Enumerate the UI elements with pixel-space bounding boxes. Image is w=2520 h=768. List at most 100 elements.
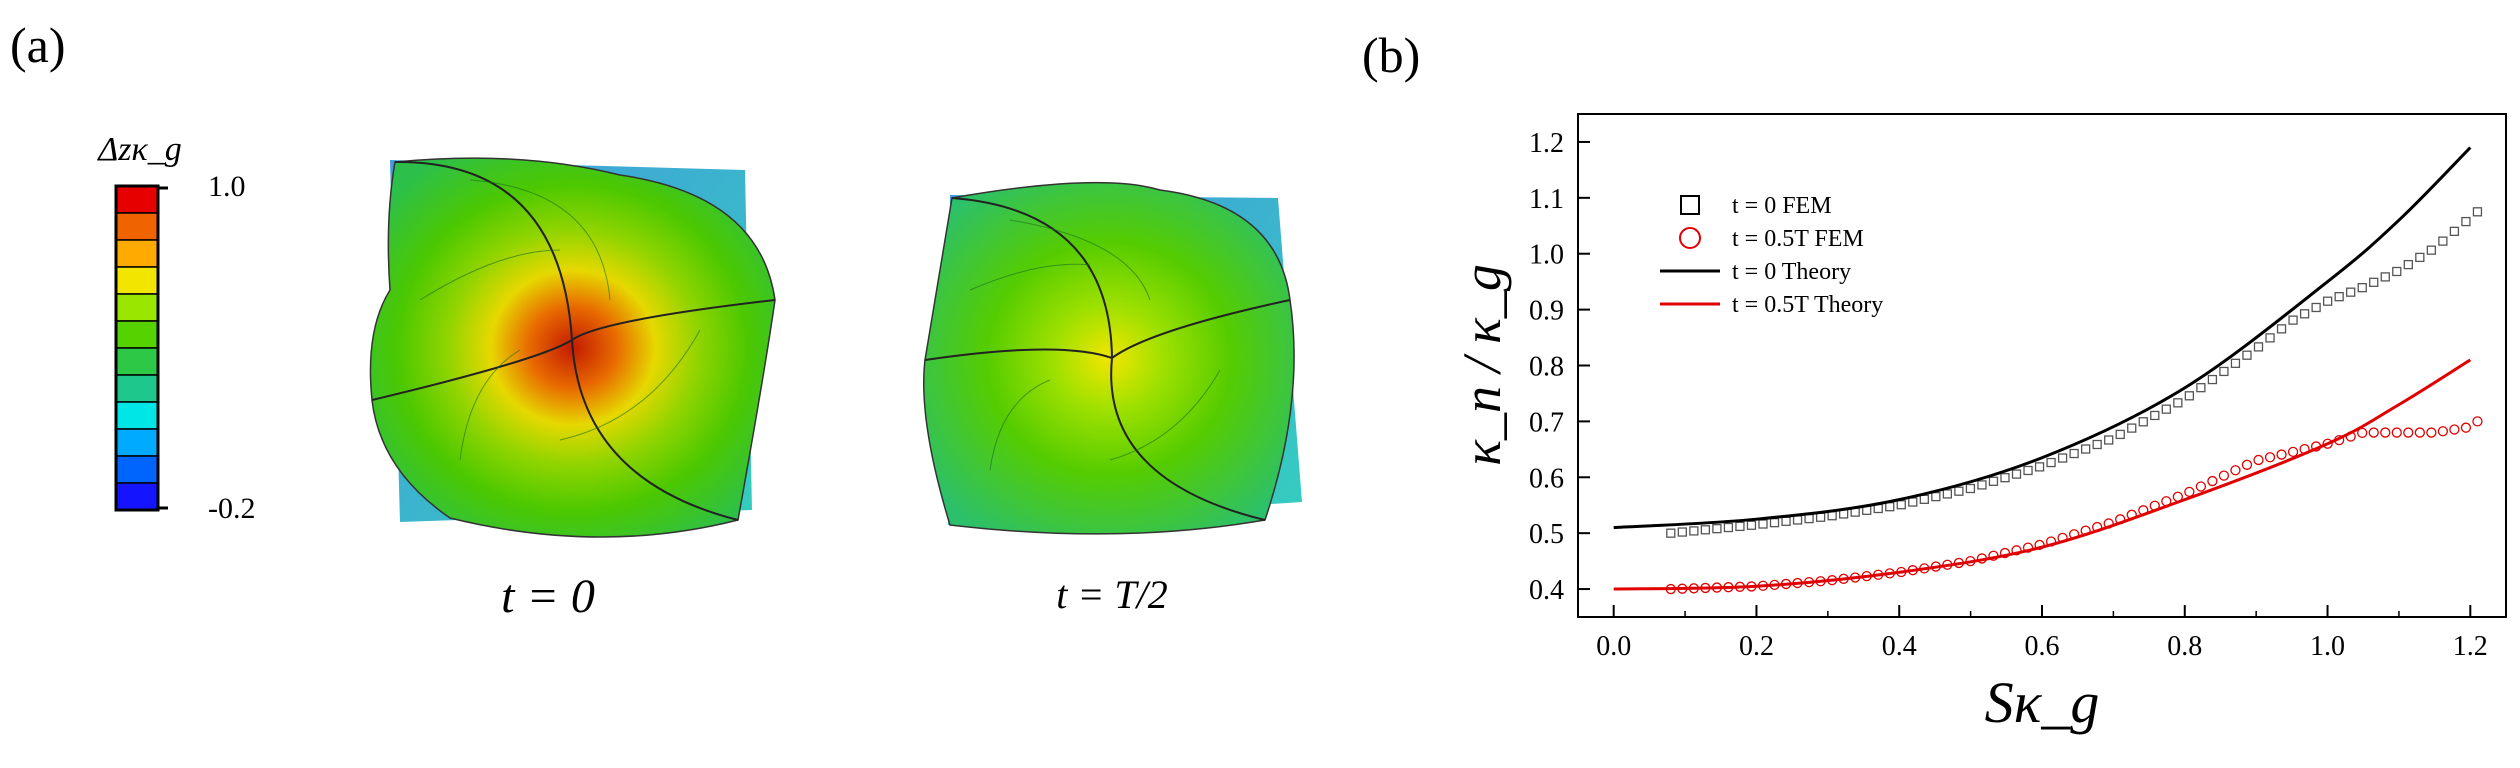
- colorbar-cell: [115, 374, 159, 403]
- shape-t0: t = 0: [369, 157, 776, 623]
- series-point-0: [1827, 511, 1837, 521]
- colorbar-cell: [115, 320, 159, 349]
- series-point-1: [2322, 438, 2333, 449]
- colorbar-max-label: 1.0: [208, 170, 246, 203]
- series-point-0: [2138, 417, 2148, 427]
- series-point-1: [2276, 449, 2287, 460]
- series-point-0: [2472, 207, 2483, 217]
- series-point-1: [2414, 427, 2425, 438]
- series-point-0: [1700, 525, 1711, 535]
- series-point-1: [2460, 422, 2472, 433]
- series-point-0: [2357, 283, 2367, 293]
- y-tick-label: 0.6: [1529, 463, 1564, 494]
- colorbar-cells: [115, 185, 159, 511]
- shape-t2-seams: [924, 197, 1291, 521]
- x-axis-label: Sκ_g: [1985, 670, 2100, 735]
- series-point-1: [1999, 547, 2011, 559]
- series-point-1: [2391, 427, 2402, 438]
- y-axis-label: κ_n / κ_g: [1452, 264, 1512, 466]
- series-point-0: [1977, 480, 1987, 490]
- series-point-0: [1931, 491, 1941, 502]
- colorbar-cell: [115, 482, 159, 511]
- series-point-0: [2322, 296, 2333, 306]
- series-point-1: [2403, 427, 2414, 438]
- series-point-0: [1954, 486, 1964, 496]
- series-point-1: [2253, 454, 2264, 466]
- series-point-1: [2195, 481, 2207, 492]
- colorbar-cell: [115, 401, 159, 430]
- series-point-0: [2265, 333, 2275, 343]
- series-point-1: [2241, 459, 2253, 470]
- series-layer: [1613, 146, 2483, 595]
- colorbar-cell: [115, 293, 159, 322]
- series-point-0: [2299, 309, 2310, 319]
- legend-label: t = 0 FEM: [1732, 193, 1832, 219]
- series-point-1: [2022, 542, 2034, 553]
- series-point-1: [2357, 427, 2368, 439]
- series-point-0: [2230, 358, 2241, 368]
- series-point-0: [2311, 302, 2321, 313]
- series-point-0: [2242, 350, 2252, 360]
- colorbar-cell: [115, 239, 159, 268]
- series-point-0: [1815, 512, 1826, 522]
- colorbar-cell: [115, 266, 159, 295]
- series-point-0: [1885, 502, 1895, 512]
- x-tick-label: 0.0: [1596, 631, 1631, 662]
- series-point-0: [1723, 522, 1734, 533]
- series-point-1: [2011, 545, 2022, 556]
- legend-label: t = 0 Theory: [1732, 259, 1851, 285]
- panel-label-b: (b): [1362, 27, 1420, 83]
- shape-t2-caption: t = T/2: [1056, 572, 1167, 617]
- series-point-0: [1735, 521, 1745, 532]
- series-point-0: [2184, 391, 2195, 401]
- series-point-0: [2219, 366, 2229, 377]
- panel-label-a: (a): [10, 17, 66, 73]
- legend-label: t = 0.5T FEM: [1732, 226, 1864, 252]
- series-point-1: [2449, 424, 2460, 435]
- colorbar-cell: [115, 455, 159, 484]
- chart: 0.0 0.2 0.4 0.6 0.8 1.0 1.2 0.4 0.5 0.6 0.7 0.8 0.9 1…: [1452, 113, 2507, 735]
- x-tick-label: 1.2: [2453, 631, 2488, 662]
- series-point-0: [2023, 465, 2033, 476]
- colorbar: Δzκ_g 1.0 -0.2: [96, 131, 255, 525]
- series-point-1: [2207, 475, 2218, 487]
- series-point-0: [2057, 453, 2068, 463]
- x-tick-label: 0.6: [2025, 631, 2060, 662]
- x-tick-label: 0.8: [2167, 631, 2202, 662]
- series-point-1: [2287, 446, 2299, 457]
- legend-label: t = 0.5T Theory: [1732, 292, 1883, 318]
- series-point-0: [2092, 439, 2102, 450]
- series-point-1: [2034, 539, 2045, 551]
- series-point-0: [1988, 476, 1999, 486]
- series-point-0: [1908, 497, 1918, 507]
- series-point-0: [2369, 277, 2379, 287]
- x-tick-label: 1.0: [2310, 631, 2345, 662]
- y-tick-label: 0.7: [1529, 407, 1564, 438]
- series-line-3: [1613, 358, 2472, 591]
- series-point-0: [2127, 423, 2137, 433]
- colorbar-cell: [115, 428, 159, 457]
- series-point-0: [2115, 429, 2125, 440]
- series-point-0: [2196, 383, 2206, 393]
- y-tick-label: 0.4: [1529, 575, 1564, 606]
- series-point-1: [2437, 426, 2449, 437]
- series-point-0: [2253, 342, 2264, 352]
- series-point-1: [2264, 452, 2276, 463]
- series-point-0: [2069, 448, 2079, 459]
- series-point-0: [2161, 404, 2171, 414]
- series-point-0: [2011, 469, 2022, 479]
- series-point-0: [1712, 524, 1722, 534]
- series-point-0: [2334, 292, 2344, 302]
- colorbar-cell: [115, 212, 159, 241]
- series-point-1: [2184, 486, 2195, 498]
- shape-t0-seams: [371, 160, 776, 521]
- series-point-0: [1677, 527, 1687, 537]
- series-line-2: [1613, 146, 2472, 530]
- series-point-0: [1804, 513, 1814, 524]
- series-point-0: [2046, 457, 2056, 468]
- series-point-0: [1781, 516, 1791, 526]
- series-point-1: [2230, 465, 2241, 476]
- series-point-0: [1689, 526, 1699, 536]
- colorbar-title: Δzκ_g: [96, 131, 182, 168]
- legend: t = 0 FEM t = 0.5T FEM t = 0 Theory t = 0.5…: [1660, 193, 1883, 318]
